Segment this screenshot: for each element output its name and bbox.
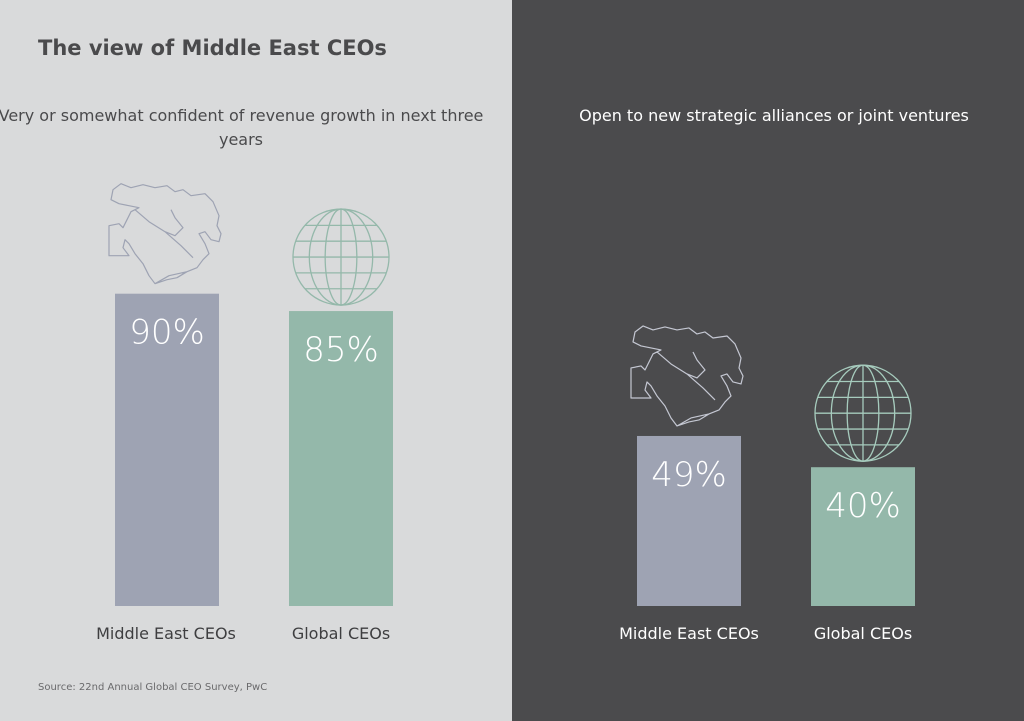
globe-icon bbox=[292, 208, 390, 306]
bar-global bbox=[811, 467, 915, 606]
bar-middle-east bbox=[637, 435, 741, 606]
data-label: 40% bbox=[825, 486, 901, 526]
data-label: 90% bbox=[129, 313, 205, 353]
left-panel: The view of Middle East CEOs Very or som… bbox=[0, 0, 512, 721]
middle-east-map-icon bbox=[630, 325, 744, 427]
category-label-middle-east: Middle East CEOs bbox=[96, 624, 236, 643]
bar-global bbox=[289, 311, 393, 606]
data-label: 85% bbox=[303, 330, 379, 370]
right-panel: Open to new strategic alliances or joint… bbox=[512, 0, 1024, 721]
bar-group-global: 85% bbox=[289, 208, 393, 606]
chart-title-alliances: Open to new strategic alliances or joint… bbox=[579, 106, 969, 125]
chart-title-revenue-confidence: Very or somewhat confident of revenue gr… bbox=[0, 106, 484, 149]
bar-group-middle-east: 49% bbox=[630, 325, 744, 606]
category-label-middle-east: Middle East CEOs bbox=[619, 624, 759, 643]
bar-group-global: 40% bbox=[811, 364, 915, 606]
middle-east-map-icon bbox=[108, 183, 222, 285]
bar-group-middle-east: 90% bbox=[108, 183, 222, 606]
category-label-global: Global CEOs bbox=[291, 624, 391, 643]
globe-icon bbox=[814, 364, 912, 462]
category-label-global: Global CEOs bbox=[813, 624, 913, 643]
bar-middle-east bbox=[115, 293, 219, 606]
source-note: Source: 22nd Annual Global CEO Survey, P… bbox=[38, 682, 268, 693]
page-title: The view of Middle East CEOs bbox=[38, 36, 387, 60]
data-label: 49% bbox=[651, 455, 727, 495]
